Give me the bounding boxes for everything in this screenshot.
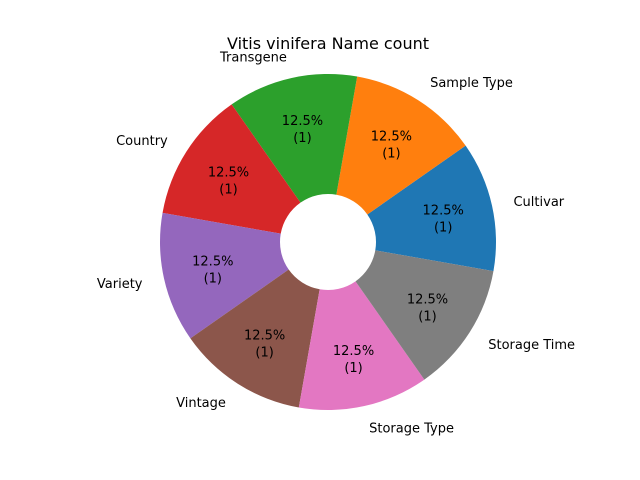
slice-percent-label: 12.5% bbox=[371, 129, 412, 144]
slice-percent-label: 12.5% bbox=[407, 292, 448, 307]
slice-cultivar bbox=[367, 145, 496, 272]
slice-percent-label: 12.5% bbox=[192, 255, 233, 270]
slice-category-label: Sample Type bbox=[430, 76, 513, 91]
slice-percent-label: 12.5% bbox=[244, 329, 285, 344]
slice-count-label: (1) bbox=[434, 220, 452, 235]
slice-count-label: (1) bbox=[418, 309, 436, 324]
slice-count-label: (1) bbox=[255, 346, 273, 361]
slice-category-label: Storage Type bbox=[369, 421, 454, 436]
slice-storage-type bbox=[298, 281, 425, 410]
slice-country bbox=[162, 104, 301, 234]
slice-storage-time bbox=[355, 250, 494, 380]
slice-category-label: Country bbox=[116, 134, 168, 149]
slice-percent-label: 12.5% bbox=[208, 166, 249, 181]
slice-sample-type bbox=[336, 76, 466, 215]
slice-transgene bbox=[231, 74, 358, 203]
slice-variety bbox=[160, 212, 289, 339]
slice-category-label: Transgene bbox=[219, 51, 287, 66]
slice-vintage bbox=[190, 269, 320, 408]
slice-category-label: Storage Time bbox=[488, 338, 575, 353]
labels-group: 12.5% (1) Cultivar 12.5% (1) Sample Type 12.5%… bbox=[97, 51, 575, 437]
chart-title: Vitis vinifera Name count bbox=[227, 34, 429, 53]
slice-count-label: (1) bbox=[382, 146, 400, 161]
slices-group bbox=[160, 74, 496, 410]
slice-percent-label: 12.5% bbox=[282, 114, 323, 129]
slice-count-label: (1) bbox=[293, 131, 311, 146]
slice-percent-label: 12.5% bbox=[333, 344, 374, 359]
slice-count-label: (1) bbox=[219, 183, 237, 198]
slice-category-label: Cultivar bbox=[513, 195, 564, 210]
slice-count-label: (1) bbox=[204, 272, 222, 287]
slice-percent-label: 12.5% bbox=[423, 203, 464, 218]
slice-category-label: Variety bbox=[97, 277, 143, 292]
slice-count-label: (1) bbox=[344, 361, 362, 376]
slice-category-label: Vintage bbox=[176, 396, 226, 411]
